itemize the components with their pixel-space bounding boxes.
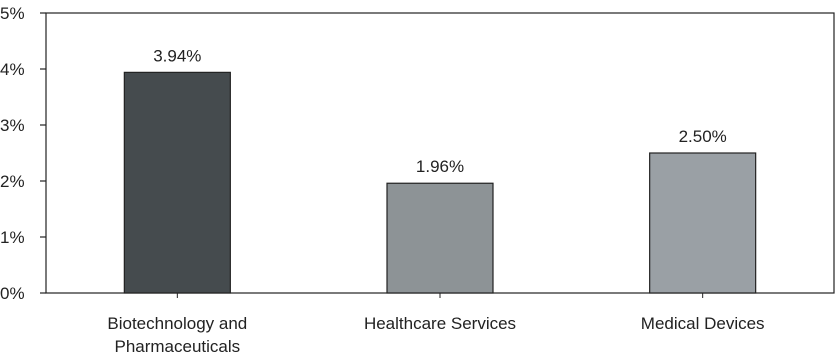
y-tick-label: 4% — [0, 60, 25, 79]
bar — [649, 152, 757, 294]
y-tick-label: 3% — [0, 116, 25, 135]
bars — [123, 71, 757, 294]
y-tick-label: 1% — [0, 228, 25, 247]
bar — [123, 71, 231, 294]
category-label: Medical Devices — [641, 314, 765, 333]
y-tick-label: 2% — [0, 172, 25, 191]
bar — [386, 182, 494, 294]
x-axis: Biotechnology and Pharmaceuticals Healthca… — [107, 293, 765, 356]
data-label: 2.50% — [679, 127, 727, 146]
category-label: Healthcare Services — [364, 314, 516, 333]
data-label: 1.96% — [416, 157, 464, 176]
category-label: Pharmaceuticals — [114, 337, 240, 356]
y-tick-label: 0% — [0, 284, 25, 303]
y-axis: 0% 1% 2% 3% 4% 5% — [0, 4, 46, 303]
data-labels: 3.94% 1.96% 2.50% — [153, 46, 727, 176]
category-label: Biotechnology and — [107, 314, 247, 333]
y-tick-label: 5% — [0, 4, 25, 23]
data-label: 3.94% — [153, 46, 201, 65]
